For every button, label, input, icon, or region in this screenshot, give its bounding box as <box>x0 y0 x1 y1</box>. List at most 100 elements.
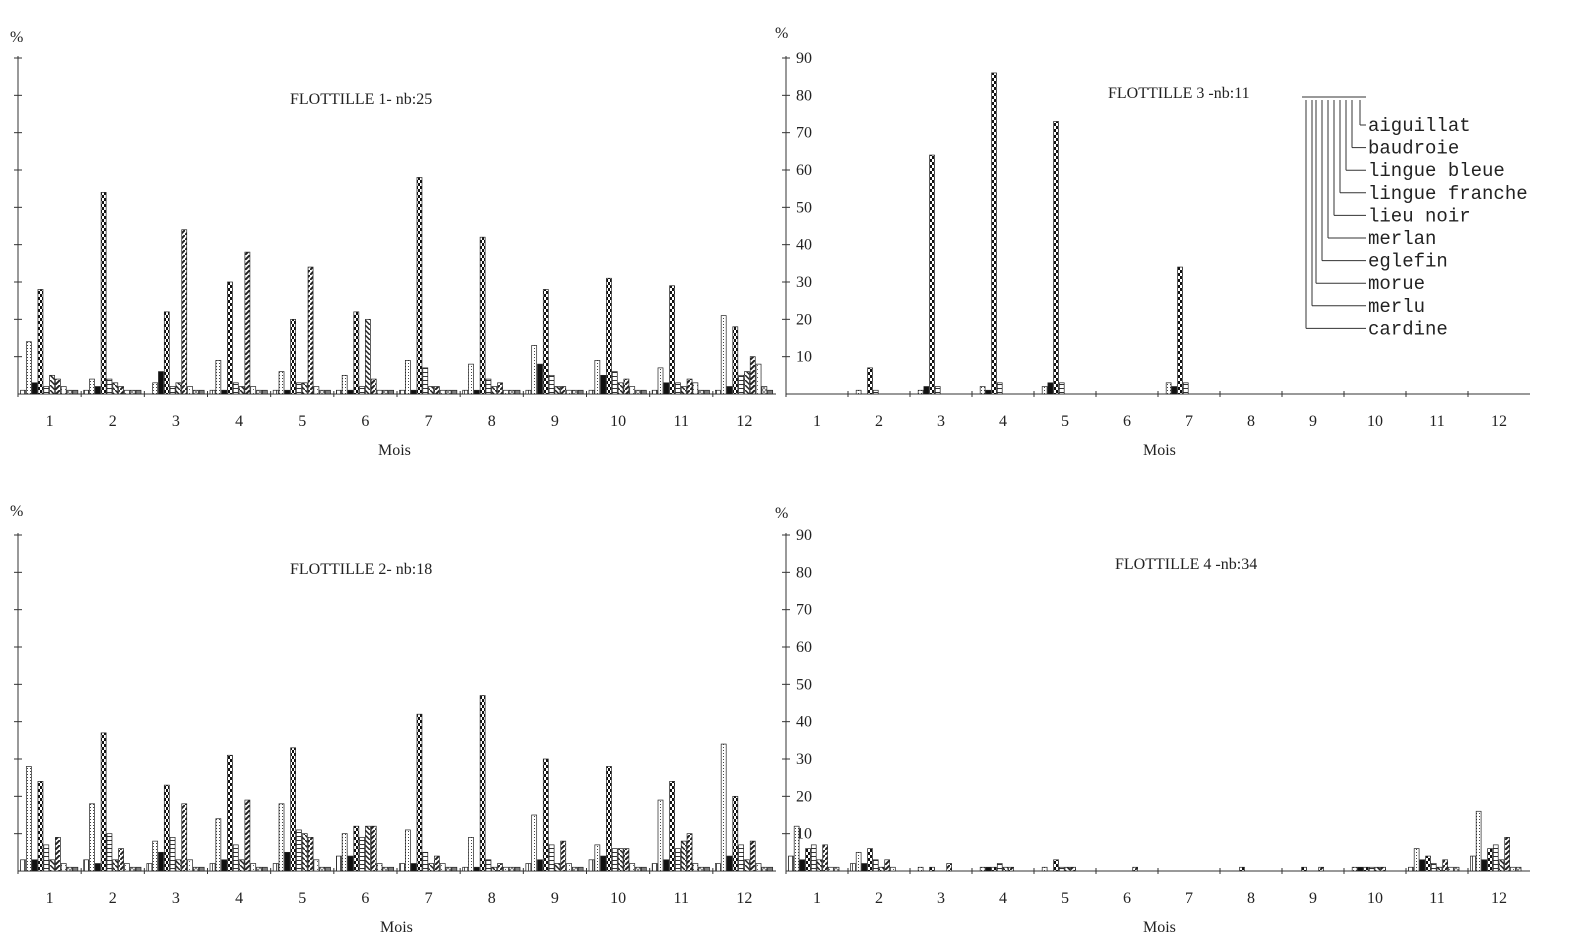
bar-baudroie-month-5 <box>319 866 326 872</box>
bar-lingue-franche-month-3 <box>181 803 188 872</box>
x-tick-label: 7 <box>425 413 433 430</box>
bar-merlan-month-4 <box>232 382 239 395</box>
bar-morue-month-10 <box>600 374 607 395</box>
bar-baudroie-month-2 <box>129 866 136 872</box>
bar-aiguillat-month-2 <box>135 866 142 872</box>
bar-morue-month-5 <box>1047 382 1054 395</box>
bar-lingue-bleue-month-4 <box>250 386 257 395</box>
y-tick-label: 60 <box>796 639 812 656</box>
legend-item-lingue-franche: lingue franche <box>1368 183 1528 205</box>
bar-cardine-month-10 <box>588 859 595 872</box>
bar-lingue-bleue-month-8 <box>503 389 509 395</box>
bar-cardine-month-5 <box>272 389 279 395</box>
bar-morue-month-7 <box>1171 386 1178 395</box>
bar-merlan-month-12 <box>738 844 744 872</box>
bar-eglefin-month-10 <box>606 766 612 872</box>
bar-eglefin-month-5 <box>290 747 296 872</box>
bar-eglefin-month-6 <box>353 311 360 395</box>
bar-lieu-noir-month-7 <box>428 386 434 395</box>
bar-lieu-noir-month-11 <box>680 840 687 872</box>
bar-lingue-franche-month-10 <box>1380 866 1386 872</box>
legend-item-lieu-noir: lieu noir <box>1368 205 1471 227</box>
bar-eglefin-month-7 <box>416 177 423 395</box>
bar-lingue-franche-month-1 <box>55 837 61 872</box>
bar-eglefin-month-8 <box>479 236 486 395</box>
legend-item-cardine: cardine <box>1368 318 1448 340</box>
x-tick-label: 2 <box>875 890 883 907</box>
bar-lingue-bleue-month-10 <box>629 386 636 395</box>
bar-merlu-month-9 <box>531 345 538 395</box>
bar-merlu-month-4 <box>979 386 986 395</box>
bar-merlu-month-7 <box>1165 382 1172 395</box>
x-tick-label: 5 <box>298 413 306 430</box>
bar-cardine-month-7 <box>399 389 405 395</box>
bar-lingue-bleue-month-6 <box>376 389 383 395</box>
y-tick-label: 70 <box>796 602 812 619</box>
bar-lieu-noir-month-10 <box>617 848 624 872</box>
bar-lingue-franche-month-6 <box>370 378 377 395</box>
x-axis-label-panel-1: Mois <box>378 442 411 459</box>
bar-lingue-franche-month-2 <box>884 859 890 872</box>
bar-merlan-month-7 <box>422 367 429 395</box>
bar-lingue-franche-month-11 <box>686 833 693 872</box>
bar-cardine-month-8 <box>462 866 469 872</box>
bar-lingue-bleue-month-6 <box>376 863 383 872</box>
x-tick-label: 1 <box>46 413 54 430</box>
bar-lingue-franche-month-12 <box>1504 837 1510 872</box>
bar-eglefin-month-5 <box>1053 859 1059 872</box>
bar-merlu-month-1 <box>25 766 32 872</box>
bar-merlu-month-12 <box>720 315 727 395</box>
bar-baudroie-month-5 <box>319 389 326 395</box>
bar-eglefin-month-6 <box>353 825 360 872</box>
bar-lieu-noir-month-3 <box>175 382 182 395</box>
bar-baudroie-month-6 <box>382 389 389 395</box>
x-tick-label: 6 <box>1123 890 1131 907</box>
bar-aiguillat-month-6 <box>388 389 395 395</box>
bar-lingue-franche-month-2 <box>118 848 124 872</box>
bar-merlan-month-5 <box>1058 382 1065 395</box>
bar-merlu-month-12 <box>1475 810 1482 872</box>
bar-eglefin-month-12 <box>732 326 739 395</box>
bar-merlu-month-5 <box>278 803 285 872</box>
y-unit-panel-4: % <box>775 505 788 522</box>
bar-merlu-month-3 <box>152 840 159 872</box>
bar-lingue-franche-month-1 <box>55 378 61 395</box>
bar-merlu-month-12 <box>720 743 727 872</box>
x-tick-label: 10 <box>610 413 626 430</box>
x-tick-label: 10 <box>610 890 626 907</box>
bar-eglefin-month-11 <box>669 285 675 395</box>
bar-lingue-bleue-month-3 <box>187 859 193 872</box>
bar-merlu-month-11 <box>657 367 664 395</box>
bar-cardine-month-3 <box>146 863 153 872</box>
bar-cardine-month-6 <box>336 389 342 395</box>
bar-morue-month-1 <box>799 859 806 872</box>
bar-lingue-franche-month-11 <box>1442 859 1448 872</box>
bar-merlu-month-2 <box>89 378 95 395</box>
bar-lingue-bleue-month-11 <box>692 382 699 395</box>
bar-morue-month-3 <box>923 386 930 395</box>
bar-baudroie-month-3 <box>193 389 199 395</box>
bar-merlan-month-8 <box>485 378 492 395</box>
bar-lieu-noir-month-11 <box>680 386 687 395</box>
bar-eglefin-month-4 <box>991 866 997 872</box>
bar-lingue-bleue-month-11 <box>1448 866 1454 872</box>
bar-lingue-franche-month-9 <box>1318 866 1324 872</box>
bar-baudroie-month-12 <box>761 386 768 395</box>
bar-lieu-noir-month-6 <box>365 318 371 395</box>
bar-lieu-noir-month-11 <box>1436 866 1443 872</box>
y-tick-label: 10 <box>796 349 812 366</box>
bar-eglefin-month-11 <box>1425 855 1431 872</box>
bar-merlan-month-6 <box>359 837 365 872</box>
y-tick-label: 80 <box>796 87 812 104</box>
bar-merlan-month-12 <box>738 374 744 395</box>
bar-baudroie-month-11 <box>1453 866 1460 872</box>
bar-eglefin-month-1 <box>37 781 44 872</box>
bar-baudroie-month-12 <box>761 866 768 872</box>
bar-morue-month-4 <box>221 389 228 395</box>
bar-aiguillat-month-1 <box>72 389 79 395</box>
bar-lieu-noir-month-2 <box>878 866 885 872</box>
x-tick-label: 9 <box>551 413 559 430</box>
bar-eglefin-month-10 <box>606 277 612 395</box>
y-tick-label: 20 <box>796 311 812 328</box>
bar-lingue-franche-month-11 <box>686 378 693 395</box>
